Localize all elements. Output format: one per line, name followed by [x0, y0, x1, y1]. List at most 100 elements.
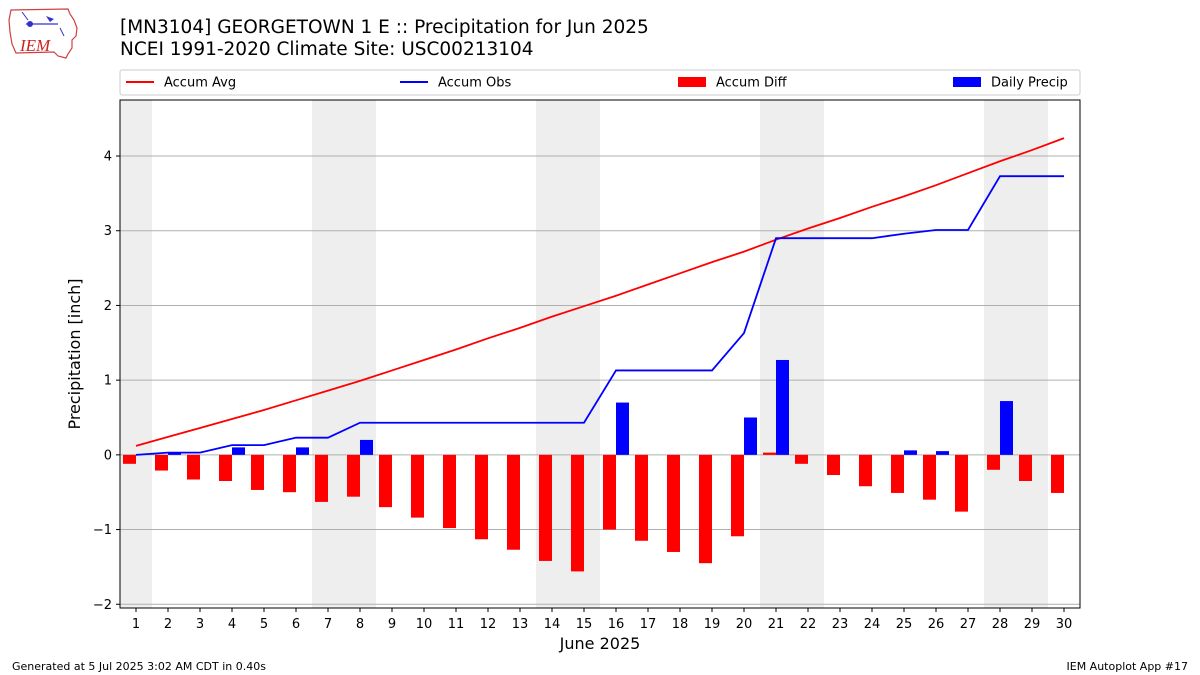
x-tick-label: 15 [576, 617, 593, 632]
x-tick-label: 26 [928, 617, 945, 632]
weekend-shade [120, 100, 152, 608]
accum-diff-bar [667, 454, 680, 552]
x-tick-label: 4 [228, 617, 236, 632]
x-tick-label: 2 [164, 617, 172, 632]
x-tick-label: 1 [132, 617, 140, 632]
x-tick-label: 20 [736, 617, 753, 632]
x-tick-label: 28 [992, 617, 1009, 632]
legend-accum-diff-swatch [678, 77, 706, 87]
legend-accum-obs-label: Accum Obs [438, 76, 511, 91]
legend-daily-precip-label: Daily Precip [991, 76, 1068, 91]
accum-diff-bar [155, 454, 168, 471]
y-tick-label: 2 [104, 299, 112, 314]
daily-precip-bar [936, 451, 949, 455]
x-tick-label: 8 [356, 617, 364, 632]
x-tick-label: 7 [324, 617, 332, 632]
accum-diff-bar [539, 454, 552, 561]
weekend-shade [312, 100, 376, 608]
y-tick-label: −2 [93, 598, 112, 613]
legend-accum-diff-label: Accum Diff [716, 76, 788, 91]
x-tick-label: 18 [672, 617, 689, 632]
x-tick-label: 27 [960, 617, 977, 632]
daily-precip-bar [232, 447, 245, 455]
y-tick-label: −1 [93, 523, 112, 538]
x-tick-label: 19 [704, 617, 721, 632]
accum-diff-bar [1051, 454, 1064, 493]
legend-daily-precip-swatch [953, 77, 981, 87]
weekend-shade [760, 100, 824, 608]
accum-diff-bar [347, 454, 360, 497]
accum-diff-bar [635, 454, 648, 541]
x-tick-label: 5 [260, 617, 268, 632]
accum-diff-bar [827, 454, 840, 476]
y-tick-label: 4 [104, 150, 112, 165]
accum-diff-bar [987, 454, 1000, 470]
daily-precip-bar [1000, 401, 1013, 455]
x-tick-label: 23 [832, 617, 849, 632]
x-tick-label: 12 [480, 617, 497, 632]
x-tick-label: 13 [512, 617, 529, 632]
daily-precip-bar [776, 359, 789, 455]
accum-diff-bar [475, 454, 488, 540]
accum-diff-bar [507, 454, 520, 550]
accum-diff-bar [923, 454, 936, 500]
x-tick-label: 22 [800, 617, 817, 632]
footer-generated: Generated at 5 Jul 2025 3:02 AM CDT in 0… [12, 660, 266, 673]
daily-precip-bar [904, 450, 917, 455]
x-tick-label: 10 [416, 617, 433, 632]
logo-text: IEM [19, 36, 51, 55]
x-tick-label: 6 [292, 617, 300, 632]
accum-diff-bar [283, 454, 296, 493]
x-tick-label: 16 [608, 617, 625, 632]
daily-precip-bar [744, 417, 757, 455]
accum-diff-bar [315, 454, 328, 502]
x-tick-label: 14 [544, 617, 561, 632]
x-tick-label: 29 [1024, 617, 1041, 632]
daily-precip-bar [168, 452, 181, 455]
legend: Accum Avg Accum Obs Accum Diff Daily Precip [119, 69, 1081, 96]
accum-diff-bar [603, 454, 616, 530]
accum-diff-bar [379, 454, 392, 508]
y-tick-label: 1 [104, 374, 112, 389]
accum-diff-bar [123, 454, 136, 464]
accum-avg-line [135, 137, 1065, 447]
accum-diff-bar [251, 454, 264, 490]
x-tick-label: 21 [768, 617, 785, 632]
accum-diff-bar [731, 454, 744, 537]
accum-diff-bar [763, 452, 776, 455]
accum-diff-bar [795, 454, 808, 464]
y-tick-label: 0 [104, 448, 112, 463]
chart-title: [MN3104] GEORGETOWN 1 E :: Precipitation… [120, 17, 649, 38]
y-tick-label: 3 [104, 224, 112, 239]
x-axis-label: June 2025 [559, 634, 641, 653]
accum-diff-bar [859, 454, 872, 487]
x-tick-label: 11 [448, 617, 465, 632]
accum-diff-bar [411, 454, 424, 518]
daily-precip-bar [360, 439, 373, 455]
legend-box [119, 69, 1081, 96]
accum-diff-bar [699, 454, 712, 564]
accum-diff-bar [955, 454, 968, 512]
x-tick-label: 24 [864, 617, 881, 632]
accum-diff-bar [891, 454, 904, 493]
daily-precip-bar [296, 447, 309, 455]
accum-diff-bar [219, 454, 232, 481]
x-tick-label: 17 [640, 617, 657, 632]
iem-logo: IEM [6, 6, 82, 64]
accum-diff-bar [443, 454, 456, 529]
x-tick-label: 9 [388, 617, 396, 632]
y-axis-label: Precipitation [inch] [65, 278, 84, 429]
accum-obs-line [135, 175, 1064, 456]
footer-app: IEM Autoplot App #17 [1066, 660, 1189, 673]
accum-diff-bar [571, 454, 584, 572]
chart-subtitle: NCEI 1991-2020 Climate Site: USC00213104 [120, 39, 534, 60]
x-tick-label: 3 [196, 617, 204, 632]
daily-precip-bar [616, 402, 629, 455]
plot-frame [119, 99, 1081, 609]
accum-diff-bar [187, 454, 200, 480]
x-tick-label: 25 [896, 617, 913, 632]
x-tick-label: 30 [1056, 617, 1073, 632]
legend-accum-avg-label: Accum Avg [164, 76, 236, 91]
accum-diff-bar [1019, 454, 1032, 481]
